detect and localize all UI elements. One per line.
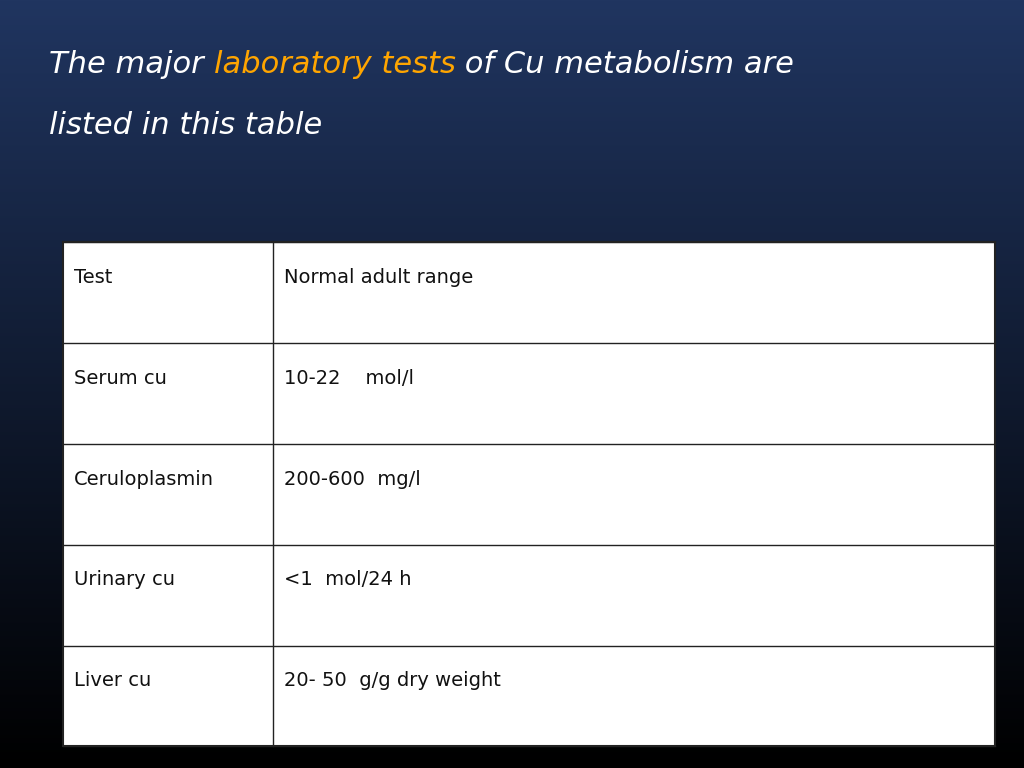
- Text: Normal adult range: Normal adult range: [284, 268, 473, 286]
- Text: 20- 50  g/g dry weight: 20- 50 g/g dry weight: [284, 671, 501, 690]
- Text: Ceruloplasmin: Ceruloplasmin: [74, 469, 214, 488]
- Text: Test: Test: [74, 268, 112, 286]
- Text: Urinary cu: Urinary cu: [74, 571, 175, 590]
- FancyBboxPatch shape: [63, 242, 995, 746]
- Text: 200-600  mg/l: 200-600 mg/l: [284, 469, 421, 488]
- Text: 10-22    mol/l: 10-22 mol/l: [284, 369, 414, 388]
- Text: Liver cu: Liver cu: [74, 671, 151, 690]
- Text: Serum cu: Serum cu: [74, 369, 167, 388]
- Text: <1  mol/24 h: <1 mol/24 h: [284, 571, 412, 590]
- Text: listed in this table: listed in this table: [49, 111, 323, 141]
- Text: of Cu metabolism are: of Cu metabolism are: [456, 50, 795, 79]
- Text: laboratory tests: laboratory tests: [214, 50, 456, 79]
- Text: The major: The major: [49, 50, 214, 79]
